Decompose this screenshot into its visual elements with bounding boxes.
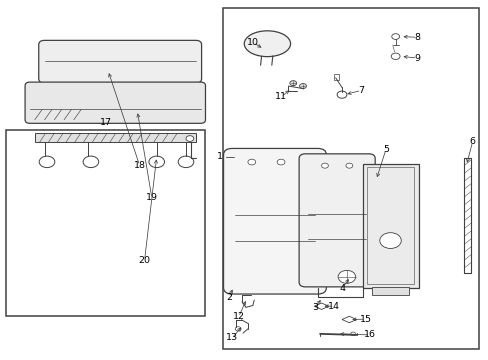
FancyBboxPatch shape — [299, 154, 374, 287]
Text: 20: 20 — [138, 256, 150, 265]
Text: 5: 5 — [382, 145, 388, 154]
Circle shape — [391, 34, 399, 40]
Circle shape — [336, 91, 346, 98]
Circle shape — [390, 53, 399, 59]
Circle shape — [299, 84, 306, 89]
Ellipse shape — [244, 31, 290, 57]
Text: 16: 16 — [364, 330, 376, 339]
Circle shape — [39, 156, 55, 168]
Text: 12: 12 — [232, 312, 244, 321]
Text: 6: 6 — [469, 137, 475, 146]
Circle shape — [185, 136, 193, 141]
Text: 14: 14 — [327, 302, 339, 311]
Text: 11: 11 — [275, 92, 286, 101]
Circle shape — [149, 156, 164, 168]
Text: 4: 4 — [338, 284, 345, 293]
Circle shape — [345, 163, 352, 168]
Text: 17: 17 — [100, 118, 111, 127]
Bar — [35, 133, 195, 142]
Circle shape — [289, 81, 296, 86]
Circle shape — [235, 327, 241, 331]
Bar — [362, 164, 418, 288]
Text: 13: 13 — [226, 333, 238, 342]
Circle shape — [277, 159, 285, 165]
Bar — [371, 287, 408, 295]
Polygon shape — [314, 303, 328, 310]
Text: 15: 15 — [359, 315, 371, 324]
Circle shape — [83, 156, 99, 168]
FancyBboxPatch shape — [223, 148, 326, 294]
Bar — [333, 74, 338, 80]
Text: 3: 3 — [311, 303, 318, 312]
Circle shape — [178, 156, 193, 168]
Polygon shape — [341, 316, 356, 323]
Text: 7: 7 — [358, 86, 364, 95]
Circle shape — [379, 233, 401, 248]
Text: 1: 1 — [217, 152, 223, 161]
Bar — [366, 167, 413, 284]
Text: 10: 10 — [247, 38, 259, 47]
Bar — [5, 130, 205, 316]
Circle shape — [350, 332, 355, 336]
Bar — [222, 8, 478, 348]
Circle shape — [321, 163, 328, 168]
FancyBboxPatch shape — [39, 40, 201, 83]
Text: 2: 2 — [225, 293, 231, 302]
Circle shape — [337, 270, 355, 283]
Text: 9: 9 — [414, 54, 420, 63]
Text: 19: 19 — [145, 193, 158, 202]
FancyBboxPatch shape — [25, 82, 205, 123]
Text: 18: 18 — [133, 161, 145, 170]
Text: 8: 8 — [414, 33, 420, 42]
Circle shape — [247, 159, 255, 165]
